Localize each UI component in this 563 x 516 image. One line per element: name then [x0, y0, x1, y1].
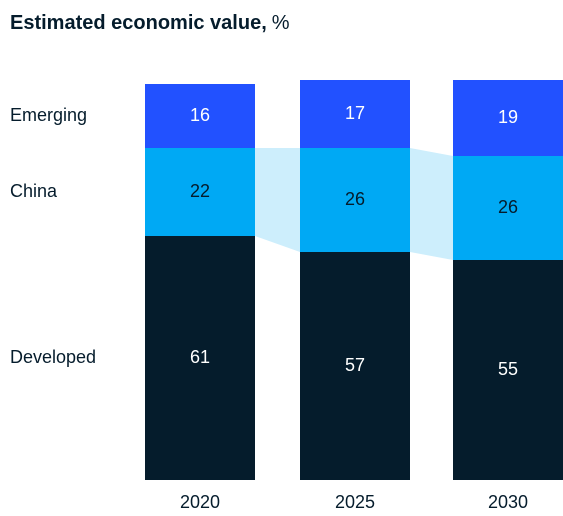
- bar-segment: [145, 84, 255, 148]
- title-unit: %: [272, 12, 290, 34]
- bar-segment: [300, 80, 410, 148]
- value-label: 17: [345, 103, 365, 123]
- bar-segment: [453, 80, 563, 156]
- bar-segment: [300, 252, 410, 480]
- value-label: 55: [498, 359, 518, 379]
- bar-segment: [145, 148, 255, 236]
- bar-segment: [145, 236, 255, 480]
- value-label: 22: [190, 181, 210, 201]
- value-label: 57: [345, 355, 365, 375]
- legend-label: Emerging: [10, 105, 87, 125]
- chart-title: Estimated economic value,%: [10, 12, 290, 34]
- value-label: 19: [498, 107, 518, 127]
- x-tick-label: 2020: [180, 492, 220, 512]
- value-label: 16: [190, 105, 210, 125]
- connectors: [255, 148, 453, 260]
- value-label: 26: [345, 189, 365, 209]
- x-tick-label: 2025: [335, 492, 375, 512]
- value-label: 61: [190, 347, 210, 367]
- bar-segment: [453, 260, 563, 480]
- connector: [410, 148, 453, 260]
- bar-segment: [453, 156, 563, 260]
- title-text: Estimated economic value,: [10, 12, 267, 34]
- connector: [255, 148, 300, 252]
- bar-segment: [300, 148, 410, 252]
- value-label: 26: [498, 197, 518, 217]
- x-tick-label: 2030: [488, 492, 528, 512]
- legend-label: Developed: [10, 347, 96, 367]
- legend-label: China: [10, 181, 58, 201]
